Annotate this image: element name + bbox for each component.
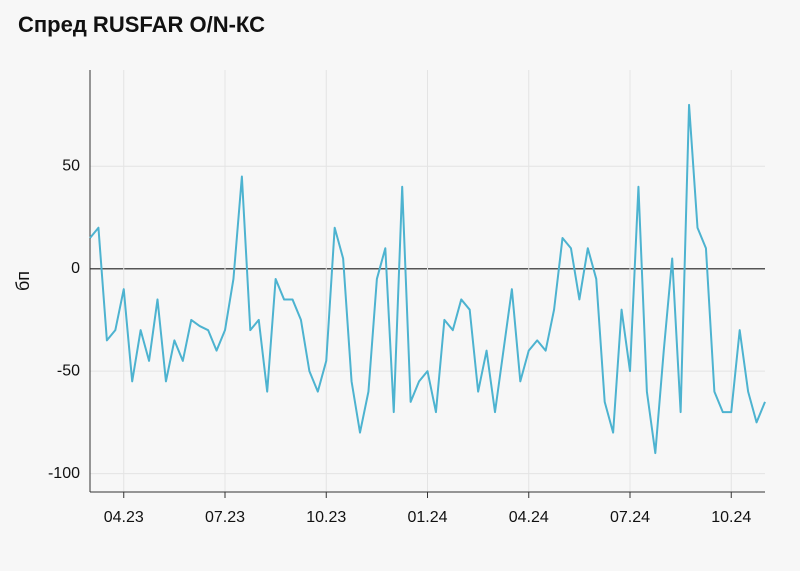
x-tick-label: 07.24 <box>610 509 650 526</box>
data-line <box>89 103 766 455</box>
x-tick-label: 10.23 <box>306 509 346 526</box>
y-tick-label: -50 <box>57 362 80 379</box>
y-axis-label: бп <box>13 271 33 291</box>
chart-title: Спред RUSFAR O/N-КС <box>18 12 265 37</box>
x-tick-label: 01.24 <box>407 509 447 526</box>
x-tick-label: 04.23 <box>104 509 144 526</box>
x-tick-label: 07.23 <box>205 509 245 526</box>
x-tick-label: 04.24 <box>509 509 549 526</box>
y-tick-label: -100 <box>48 465 80 482</box>
x-tick-label: 10.24 <box>711 509 751 526</box>
y-tick-label: 50 <box>62 158 80 175</box>
y-tick-label: 0 <box>71 260 80 277</box>
